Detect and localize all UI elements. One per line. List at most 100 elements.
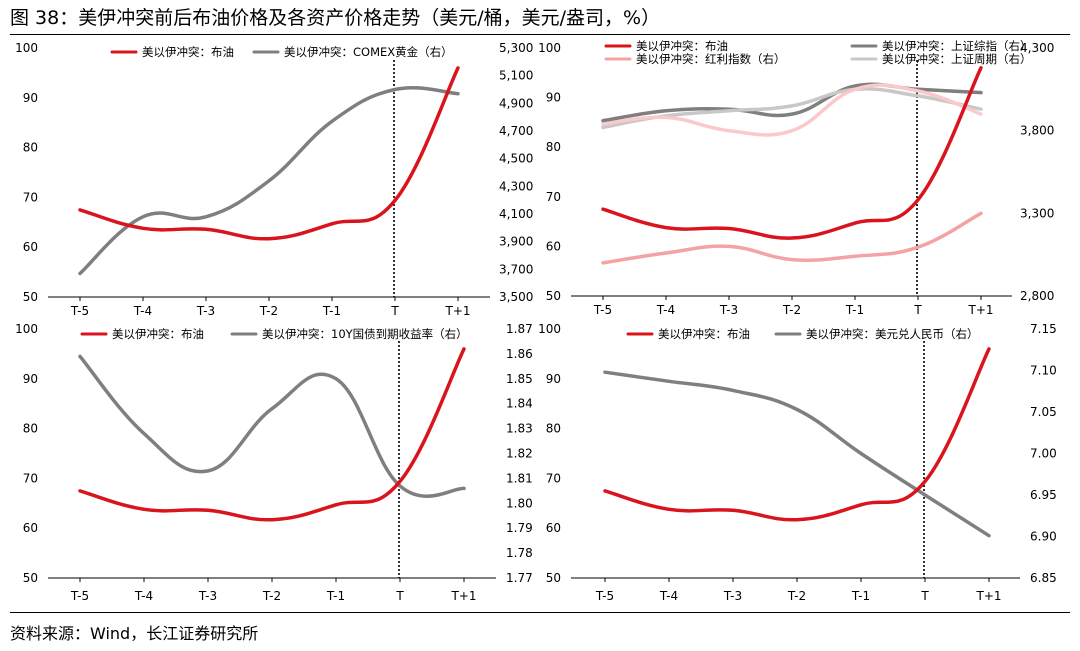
category-label: T-5 — [70, 589, 89, 603]
series-line-1 — [603, 370, 991, 538]
category-label: T-2 — [782, 303, 801, 317]
category-label: T+1 — [450, 589, 476, 603]
left-axis-tick-label: 100 — [15, 41, 38, 55]
right-axis-tick-label: 7.10 — [1030, 364, 1057, 378]
series-line-4 — [601, 83, 983, 137]
category-label: T+1 — [444, 304, 470, 318]
chart-10y-yield: 50 60 70 80 90 100 1.77 1.78 1.79 1.80 1.81 1.82 1.8… — [15, 322, 533, 603]
left-axis-tick-label: 100 — [538, 41, 561, 55]
left-axis-tick-label: 50 — [23, 571, 38, 585]
right-axis-tick-label: 4,100 — [499, 207, 533, 221]
legend-label: 美以伊冲突：上证综指（右） — [882, 39, 1032, 53]
right-axis-tick-label: 3,700 — [499, 262, 533, 276]
right-axis-tick-label: 5,100 — [499, 69, 533, 83]
category-label: T-4 — [659, 589, 678, 603]
category-label: T-5 — [593, 303, 612, 317]
category-label: T — [395, 589, 404, 603]
right-axis-tick-label: 3,300 — [1020, 206, 1054, 220]
source-rule — [10, 612, 1070, 613]
chart-shanghai-indices: 50 60 70 80 90 100 2,800 3,300 3,800 4,300 T-5 T-4 T… — [538, 39, 1054, 317]
category-label: T-3 — [196, 304, 215, 318]
left-axis-tick-label: 80 — [23, 422, 38, 436]
left-axis-tick-label: 80 — [546, 422, 561, 436]
series-line-0 — [78, 347, 466, 522]
right-axis-tick-label: 1.87 — [506, 322, 533, 336]
category-label: T-5 — [595, 589, 614, 603]
category-label: T — [913, 303, 922, 317]
series-line-0 — [603, 347, 991, 522]
right-axis-tick-label: 1.82 — [506, 447, 533, 461]
left-axis-tick-label: 70 — [23, 190, 38, 204]
right-axis-tick-label: 1.79 — [506, 521, 533, 535]
left-axis-tick-label: 60 — [23, 240, 38, 254]
legend-label: 美以伊冲突：红利指数（右） — [636, 52, 786, 66]
category-label: T-2 — [787, 589, 806, 603]
category-label: T-4 — [134, 589, 153, 603]
right-axis-tick-label: 1.86 — [506, 347, 533, 361]
legend-label: 美以伊冲突：布油 — [112, 327, 204, 341]
category-label: T+1 — [967, 303, 993, 317]
right-axis-tick-label: 1.85 — [506, 372, 533, 386]
legend-label: 美以伊冲突：10Y国债到期收益率（右） — [262, 327, 468, 341]
page-title: 图 38：美伊冲突前后布油价格及各资产价格走势（美元/桶，美元/盎司，%） — [10, 7, 661, 29]
right-axis-tick-label: 1.80 — [506, 496, 533, 510]
series-line-1 — [78, 85, 460, 276]
right-axis-tick-label: 4,300 — [1020, 41, 1054, 55]
series-line-2 — [601, 211, 983, 265]
legend-label: 美以伊冲突：美元兑人民币（右） — [806, 327, 979, 341]
right-axis-tick-label: 4,300 — [499, 179, 533, 193]
series-line-3 — [601, 87, 983, 130]
series-line-0 — [78, 66, 460, 241]
category-label: T-1 — [322, 304, 341, 318]
left-axis-tick-label: 70 — [23, 471, 38, 485]
left-axis-tick-label: 90 — [546, 91, 561, 105]
category-label: T-1 — [845, 303, 864, 317]
left-axis-tick-label: 50 — [23, 290, 38, 304]
category-label: T-4 — [656, 303, 675, 317]
category-label: T-4 — [133, 304, 152, 318]
right-axis-tick-label: 1.77 — [506, 571, 533, 585]
left-axis-tick-label: 70 — [546, 190, 561, 204]
left-axis-tick-label: 90 — [23, 91, 38, 105]
category-label: T-3 — [719, 303, 738, 317]
right-axis-tick-label: 4,500 — [499, 152, 533, 166]
right-axis-tick-label: 1.81 — [506, 471, 533, 485]
title-rule — [10, 34, 1070, 35]
category-label: T+1 — [975, 589, 1001, 603]
category-label: T — [390, 304, 399, 318]
left-axis-tick-label: 50 — [546, 289, 561, 303]
category-label: T-2 — [262, 589, 281, 603]
right-axis-tick-label: 2,800 — [1020, 289, 1054, 303]
legend-label: 美以伊冲突：COMEX黄金（右） — [284, 45, 453, 59]
left-axis-tick-label: 100 — [538, 322, 561, 336]
left-axis-tick-label: 100 — [15, 322, 38, 336]
right-axis-tick-label: 5,300 — [499, 41, 533, 55]
left-axis-tick-label: 60 — [546, 239, 561, 253]
left-axis-tick-label: 80 — [23, 141, 38, 155]
right-axis-tick-label: 3,900 — [499, 235, 533, 249]
left-axis-tick-label: 60 — [23, 521, 38, 535]
legend-label: 美以伊冲突：布油 — [658, 327, 750, 341]
chart-usdcny: 50 60 70 80 90 100 6.85 6.90 6.95 7.00 7.05 7.10 7.1… — [538, 322, 1057, 603]
right-axis-tick-label: 1.78 — [506, 546, 533, 560]
right-axis-tick-label: 3,500 — [499, 290, 533, 304]
right-axis-tick-label: 7.15 — [1030, 322, 1057, 336]
legend-label: 美以伊冲突：布油 — [142, 45, 234, 59]
series-line-0 — [601, 66, 983, 240]
right-axis-tick-label: 4,900 — [499, 96, 533, 110]
category-label: T-1 — [851, 589, 870, 603]
right-axis-tick-label: 6.95 — [1030, 488, 1057, 502]
category-label: T-5 — [70, 304, 89, 318]
category-label: T-3 — [723, 589, 742, 603]
source-note: 资料来源：Wind，长江证券研究所 — [10, 624, 259, 643]
right-axis-tick-label: 1.83 — [506, 422, 533, 436]
category-label: T-3 — [198, 589, 217, 603]
category-label: T-1 — [326, 589, 345, 603]
category-label: T — [920, 589, 929, 603]
legend-label: 美以伊冲突：布油 — [636, 39, 728, 53]
right-axis-tick-label: 1.84 — [506, 397, 533, 411]
right-axis-tick-label: 6.90 — [1030, 530, 1057, 544]
legend-label: 美以伊冲突：上证周期（右） — [882, 52, 1032, 66]
right-axis-tick-label: 7.00 — [1030, 447, 1057, 461]
